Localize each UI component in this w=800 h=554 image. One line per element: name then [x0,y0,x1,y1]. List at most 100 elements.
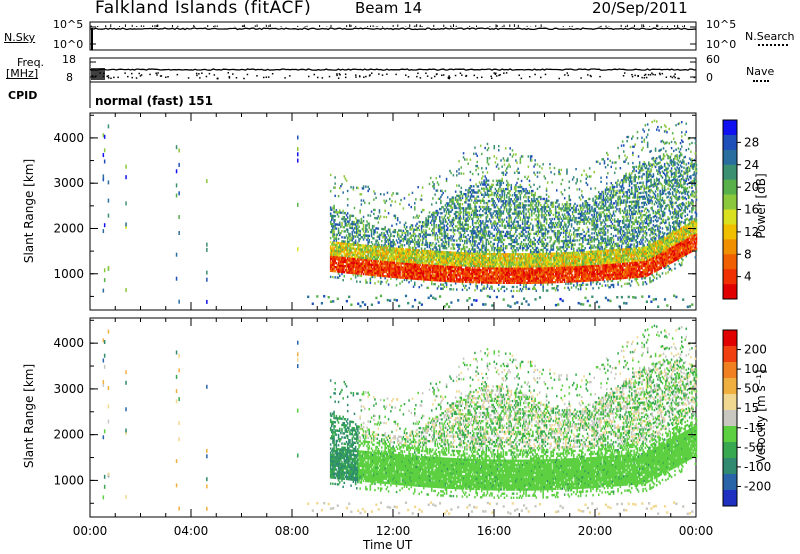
power-cell [476,244,479,247]
power-cell [427,219,430,222]
power-cell [465,207,467,210]
power-cell [411,252,414,256]
power-cell [509,210,511,213]
power-cell [342,264,344,268]
power-cell [446,253,449,256]
power-cell [476,160,479,164]
power-cell [381,252,383,255]
power-cell [351,263,354,266]
power-cell [345,214,348,217]
power-cell [396,255,399,259]
power-cell [443,224,446,227]
power-cell [379,266,382,269]
power-cell [429,256,432,259]
power-cell [386,254,389,258]
power-cell [521,234,524,238]
power-cell [390,244,392,248]
power-cell [370,253,373,256]
power-cell [418,263,421,266]
power-cell [466,227,468,231]
power-cell [440,201,442,205]
nave-dot [669,75,672,78]
nave-dot [328,75,331,78]
power-cell [404,221,407,225]
power-cell [339,264,341,267]
power-cell [448,212,450,215]
power-cell [370,261,373,264]
power-cell [459,215,461,218]
power-cell [377,280,380,283]
power-cell [421,186,424,189]
power-cell [433,225,435,229]
power-cell [523,285,525,289]
power-cell [390,234,392,238]
power-cell [384,275,386,278]
power-cell [496,193,499,197]
power-cell [339,262,341,265]
power-cell [416,271,418,274]
power-cell [343,226,346,229]
power-cell [450,257,452,260]
power-cell [426,241,429,245]
power-cell [473,254,475,257]
power-cell [439,244,441,247]
power-cell [449,228,451,232]
power-cell [443,234,446,238]
power-cell [390,271,392,274]
power-cell [434,250,436,253]
power-cell [458,223,460,226]
power-cell [346,255,349,258]
power-cell [334,259,336,263]
power-cell [346,236,349,240]
power-cell [479,232,482,235]
power-cell [414,277,416,280]
power-cell [459,219,461,222]
power-cell [356,229,358,232]
power-cell [424,249,426,253]
power-cell [386,252,389,256]
freq-early-block [91,68,105,80]
power-cell [486,191,489,195]
power-cell [475,197,477,200]
power-cell [403,231,406,235]
power-cell [394,251,397,254]
power-cell [424,247,426,251]
power-cell [393,263,396,266]
power-cell [459,264,461,267]
power-cell [383,274,385,278]
power-cell [370,263,373,266]
power-cell [387,273,390,276]
power-cell [375,257,377,261]
power-cell [432,217,434,221]
power-cell [466,268,468,271]
power-cell [469,203,472,206]
power-cell [373,261,375,265]
power-cell [483,244,485,247]
power-cell [504,226,507,229]
power-cell [521,249,524,252]
power-cell [351,265,354,269]
power-cell [350,257,352,260]
power-cell [361,244,364,247]
power-cell [394,263,397,267]
power-cell [349,234,351,238]
power-cell [406,266,408,270]
power-cell [357,231,359,234]
power-cell [384,277,386,280]
power-cell [458,278,460,281]
power-cell [519,183,522,187]
power-cell [354,266,357,269]
power-cell [335,235,338,238]
power-cell [329,263,332,266]
power-cell [435,217,438,221]
power-cell [493,289,496,293]
power-cell [513,259,516,262]
power-cell [412,261,415,264]
power-cell [449,224,451,228]
power-cell [468,213,471,216]
power-cell [424,266,426,269]
power-cell [440,271,442,274]
power-cell [395,269,398,273]
power-cell [452,247,455,250]
power-cell [367,259,369,262]
